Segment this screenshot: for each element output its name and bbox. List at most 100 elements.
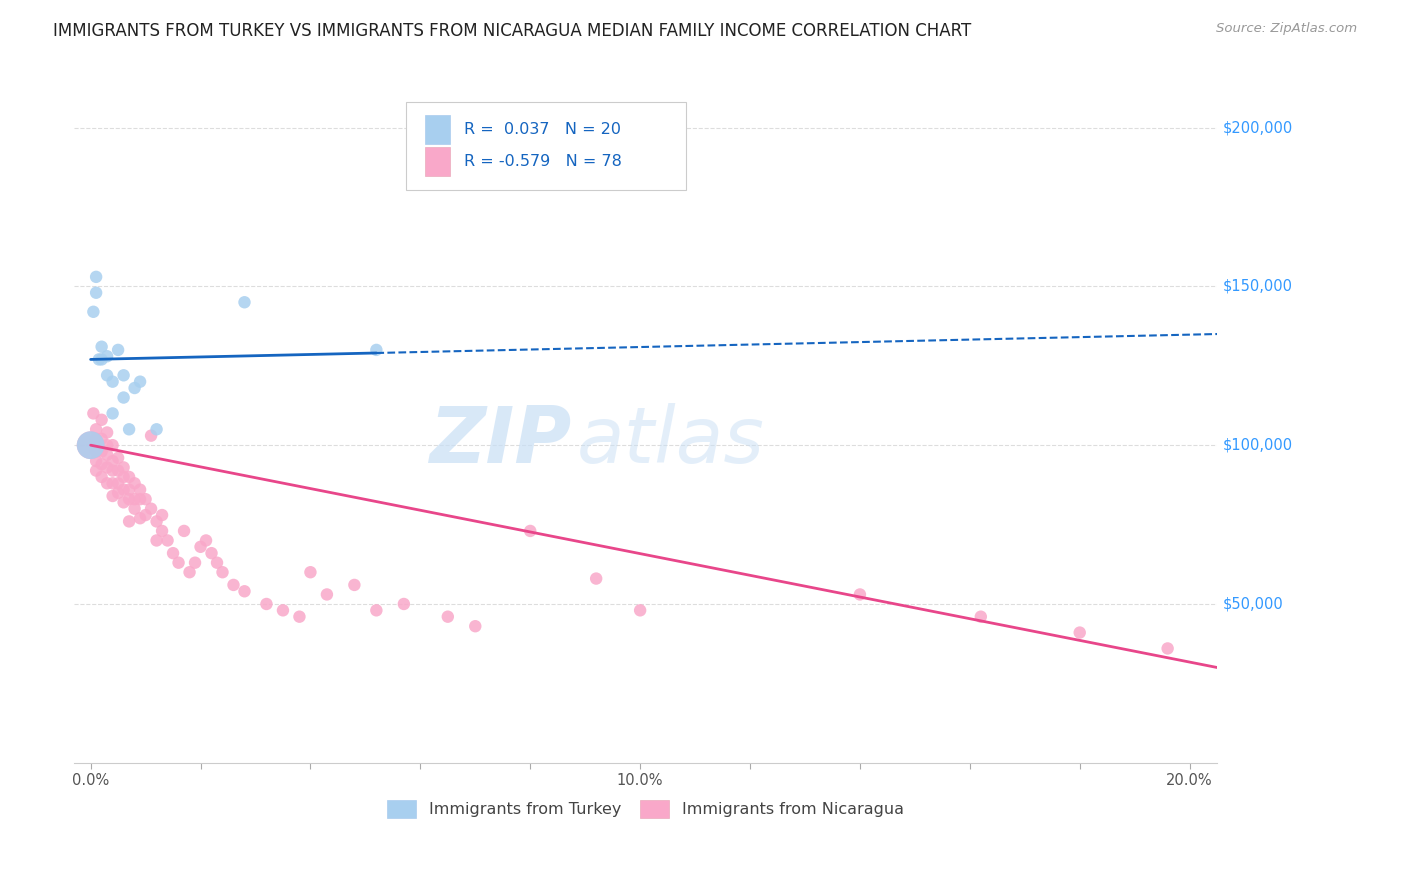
Point bbox=[112, 460, 135, 475]
Point bbox=[628, 603, 651, 617]
Point bbox=[112, 495, 135, 509]
Point bbox=[190, 540, 212, 554]
Point bbox=[82, 406, 104, 420]
Point bbox=[233, 295, 256, 310]
Point bbox=[145, 515, 167, 529]
Bar bbox=[425, 146, 450, 176]
Point bbox=[129, 483, 152, 497]
Point bbox=[585, 572, 607, 586]
Point bbox=[90, 470, 112, 484]
Point bbox=[1156, 641, 1178, 656]
Point bbox=[84, 269, 107, 284]
Point bbox=[90, 444, 112, 458]
Text: R =  0.037   N = 20: R = 0.037 N = 20 bbox=[464, 122, 621, 137]
Point bbox=[970, 609, 993, 624]
Point bbox=[124, 501, 146, 516]
Point bbox=[366, 603, 388, 617]
Point bbox=[288, 609, 311, 624]
Point bbox=[343, 578, 366, 592]
Point bbox=[84, 285, 107, 300]
Point bbox=[90, 432, 112, 446]
Point bbox=[84, 432, 107, 446]
Text: ZIP: ZIP bbox=[429, 403, 571, 479]
Point bbox=[118, 483, 141, 497]
Point bbox=[90, 340, 112, 354]
Legend: Immigrants from Turkey, Immigrants from Nicaragua: Immigrants from Turkey, Immigrants from … bbox=[381, 794, 910, 825]
Point bbox=[118, 422, 141, 436]
Point bbox=[101, 406, 124, 420]
Point bbox=[145, 422, 167, 436]
Point bbox=[96, 460, 118, 475]
Text: atlas: atlas bbox=[576, 403, 765, 479]
Point bbox=[84, 464, 107, 478]
Point bbox=[436, 609, 458, 624]
Point bbox=[139, 501, 162, 516]
Point bbox=[179, 566, 201, 580]
Point bbox=[79, 438, 101, 452]
Point bbox=[150, 524, 173, 538]
Point bbox=[84, 454, 107, 468]
Point bbox=[96, 425, 118, 440]
Point bbox=[1069, 625, 1091, 640]
Point bbox=[101, 464, 124, 478]
Point bbox=[112, 368, 135, 383]
Text: R = -0.579   N = 78: R = -0.579 N = 78 bbox=[464, 153, 621, 169]
Point bbox=[101, 454, 124, 468]
Point bbox=[118, 470, 141, 484]
Point bbox=[107, 476, 129, 491]
Point bbox=[233, 584, 256, 599]
Point bbox=[195, 533, 218, 548]
Text: $50,000: $50,000 bbox=[1223, 597, 1284, 612]
Point bbox=[107, 450, 129, 465]
Point bbox=[256, 597, 278, 611]
Point bbox=[271, 603, 294, 617]
Point bbox=[112, 470, 135, 484]
Point bbox=[101, 489, 124, 503]
Point bbox=[107, 343, 129, 357]
Point bbox=[135, 492, 157, 507]
Point bbox=[96, 448, 118, 462]
Point bbox=[519, 524, 541, 538]
Point bbox=[222, 578, 245, 592]
Point bbox=[124, 492, 146, 507]
Point bbox=[849, 587, 872, 601]
Point bbox=[184, 556, 207, 570]
Point bbox=[145, 533, 167, 548]
Point bbox=[96, 349, 118, 363]
Point bbox=[87, 352, 110, 367]
Point bbox=[84, 444, 107, 458]
Text: $150,000: $150,000 bbox=[1223, 279, 1292, 293]
Point bbox=[129, 492, 152, 507]
Point bbox=[366, 343, 388, 357]
Point bbox=[205, 556, 228, 570]
Point bbox=[96, 476, 118, 491]
Point bbox=[124, 381, 146, 395]
Point bbox=[96, 438, 118, 452]
Point bbox=[200, 546, 222, 560]
Point bbox=[101, 476, 124, 491]
Point bbox=[162, 546, 184, 560]
Point bbox=[101, 438, 124, 452]
Point bbox=[150, 508, 173, 522]
Point bbox=[101, 375, 124, 389]
Point bbox=[129, 375, 152, 389]
Text: IMMIGRANTS FROM TURKEY VS IMMIGRANTS FROM NICARAGUA MEDIAN FAMILY INCOME CORRELA: IMMIGRANTS FROM TURKEY VS IMMIGRANTS FRO… bbox=[53, 22, 972, 40]
Point bbox=[118, 515, 141, 529]
Point bbox=[118, 492, 141, 507]
Point bbox=[112, 391, 135, 405]
Point bbox=[107, 464, 129, 478]
Point bbox=[90, 352, 112, 367]
Bar bbox=[425, 115, 450, 145]
Point bbox=[124, 476, 146, 491]
Text: $200,000: $200,000 bbox=[1223, 120, 1294, 135]
Point bbox=[299, 566, 322, 580]
Text: Source: ZipAtlas.com: Source: ZipAtlas.com bbox=[1216, 22, 1357, 36]
Point bbox=[464, 619, 486, 633]
Text: $100,000: $100,000 bbox=[1223, 438, 1292, 452]
Point bbox=[135, 508, 157, 522]
Point bbox=[84, 422, 107, 436]
Point bbox=[392, 597, 415, 611]
FancyBboxPatch shape bbox=[405, 103, 686, 190]
Point bbox=[316, 587, 339, 601]
Point bbox=[139, 428, 162, 442]
